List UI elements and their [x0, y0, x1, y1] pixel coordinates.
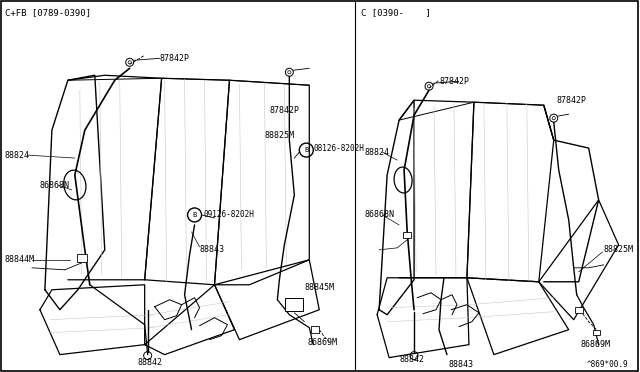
Bar: [285, 298, 303, 311]
Text: ^869*00.9: ^869*00.9: [587, 360, 628, 369]
Text: 88842: 88842: [138, 358, 163, 367]
Text: 88843: 88843: [449, 360, 474, 369]
Text: B: B: [193, 212, 196, 218]
Bar: [593, 330, 600, 336]
Bar: [575, 307, 582, 313]
Bar: [77, 254, 87, 262]
Text: 08126-8202H: 08126-8202H: [314, 144, 364, 153]
Text: 87842P: 87842P: [159, 54, 189, 63]
Text: 88824: 88824: [364, 148, 389, 157]
Text: 86869M: 86869M: [307, 338, 337, 347]
Bar: [403, 232, 411, 238]
Text: 86869M: 86869M: [580, 340, 611, 349]
Text: 88842: 88842: [399, 355, 424, 364]
Text: C+FB [0789-0390]: C+FB [0789-0390]: [5, 8, 91, 17]
Text: C [0390-    ]: C [0390- ]: [361, 8, 431, 17]
Text: 87842P: 87842P: [269, 106, 300, 115]
Text: 88843: 88843: [200, 246, 225, 254]
Text: 87842P: 87842P: [557, 96, 587, 105]
Text: 88845M: 88845M: [304, 283, 334, 292]
Text: 88825M: 88825M: [264, 131, 294, 140]
Text: 88825M: 88825M: [604, 246, 634, 254]
Text: 09126-8202H: 09126-8202H: [204, 211, 255, 219]
Text: B: B: [304, 147, 308, 153]
Text: 88824: 88824: [5, 151, 30, 160]
Text: 88844M: 88844M: [5, 255, 35, 264]
Text: 87842P: 87842P: [439, 77, 469, 86]
Text: 86868N: 86868N: [40, 180, 70, 189]
Bar: [311, 327, 319, 333]
Text: 86868N: 86868N: [364, 211, 394, 219]
